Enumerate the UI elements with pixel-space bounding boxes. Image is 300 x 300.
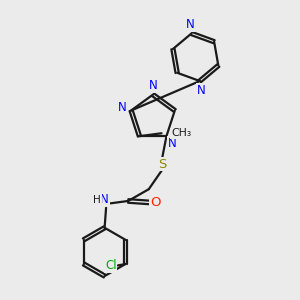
Text: CH₃: CH₃	[171, 128, 191, 138]
Text: N: N	[197, 84, 206, 97]
Text: N: N	[100, 193, 109, 206]
Text: Cl: Cl	[105, 259, 117, 272]
Text: N: N	[118, 101, 127, 114]
Text: H: H	[93, 195, 101, 205]
Text: N: N	[148, 79, 157, 92]
Text: S: S	[158, 158, 166, 171]
Text: N: N	[167, 137, 176, 150]
Text: O: O	[150, 196, 160, 209]
Text: N: N	[185, 18, 194, 31]
